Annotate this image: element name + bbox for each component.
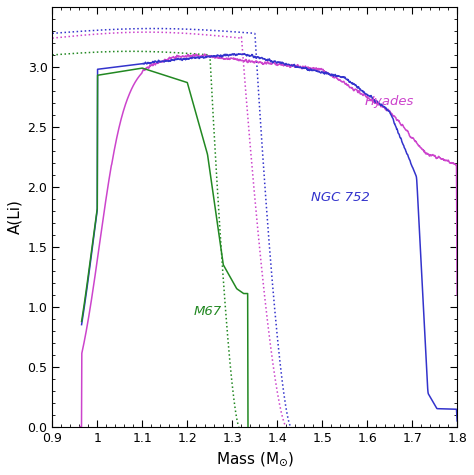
Text: NGC 752: NGC 752 xyxy=(311,191,370,204)
X-axis label: Mass (M$_{\odot}$): Mass (M$_{\odot}$) xyxy=(216,450,294,468)
Y-axis label: A(Li): A(Li) xyxy=(7,200,22,234)
Text: Hyades: Hyades xyxy=(365,95,414,108)
Text: M67: M67 xyxy=(194,305,222,318)
